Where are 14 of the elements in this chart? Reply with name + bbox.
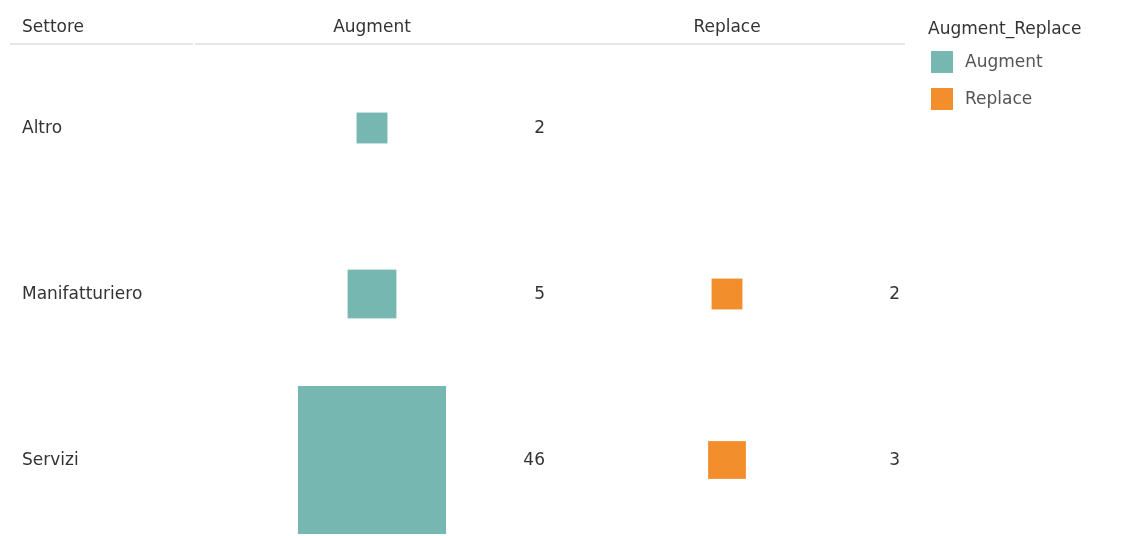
text: Settore xyxy=(22,16,85,36)
legend-label: Augment xyxy=(965,51,1043,71)
legend-label: Replace xyxy=(965,88,1033,108)
data-label: 5 xyxy=(534,283,545,303)
text: Augment xyxy=(333,16,411,36)
data-label: 2 xyxy=(889,283,900,303)
category-label: Manifatturiero xyxy=(22,283,143,303)
legend-title: Augment_Replace xyxy=(928,18,1082,39)
category-label: Altro xyxy=(22,117,63,137)
category-label: Servizi xyxy=(22,449,79,469)
text: Replace xyxy=(693,16,761,36)
data-label: 46 xyxy=(523,449,545,469)
data-label: 3 xyxy=(889,449,900,469)
data-label: 2 xyxy=(534,117,545,137)
